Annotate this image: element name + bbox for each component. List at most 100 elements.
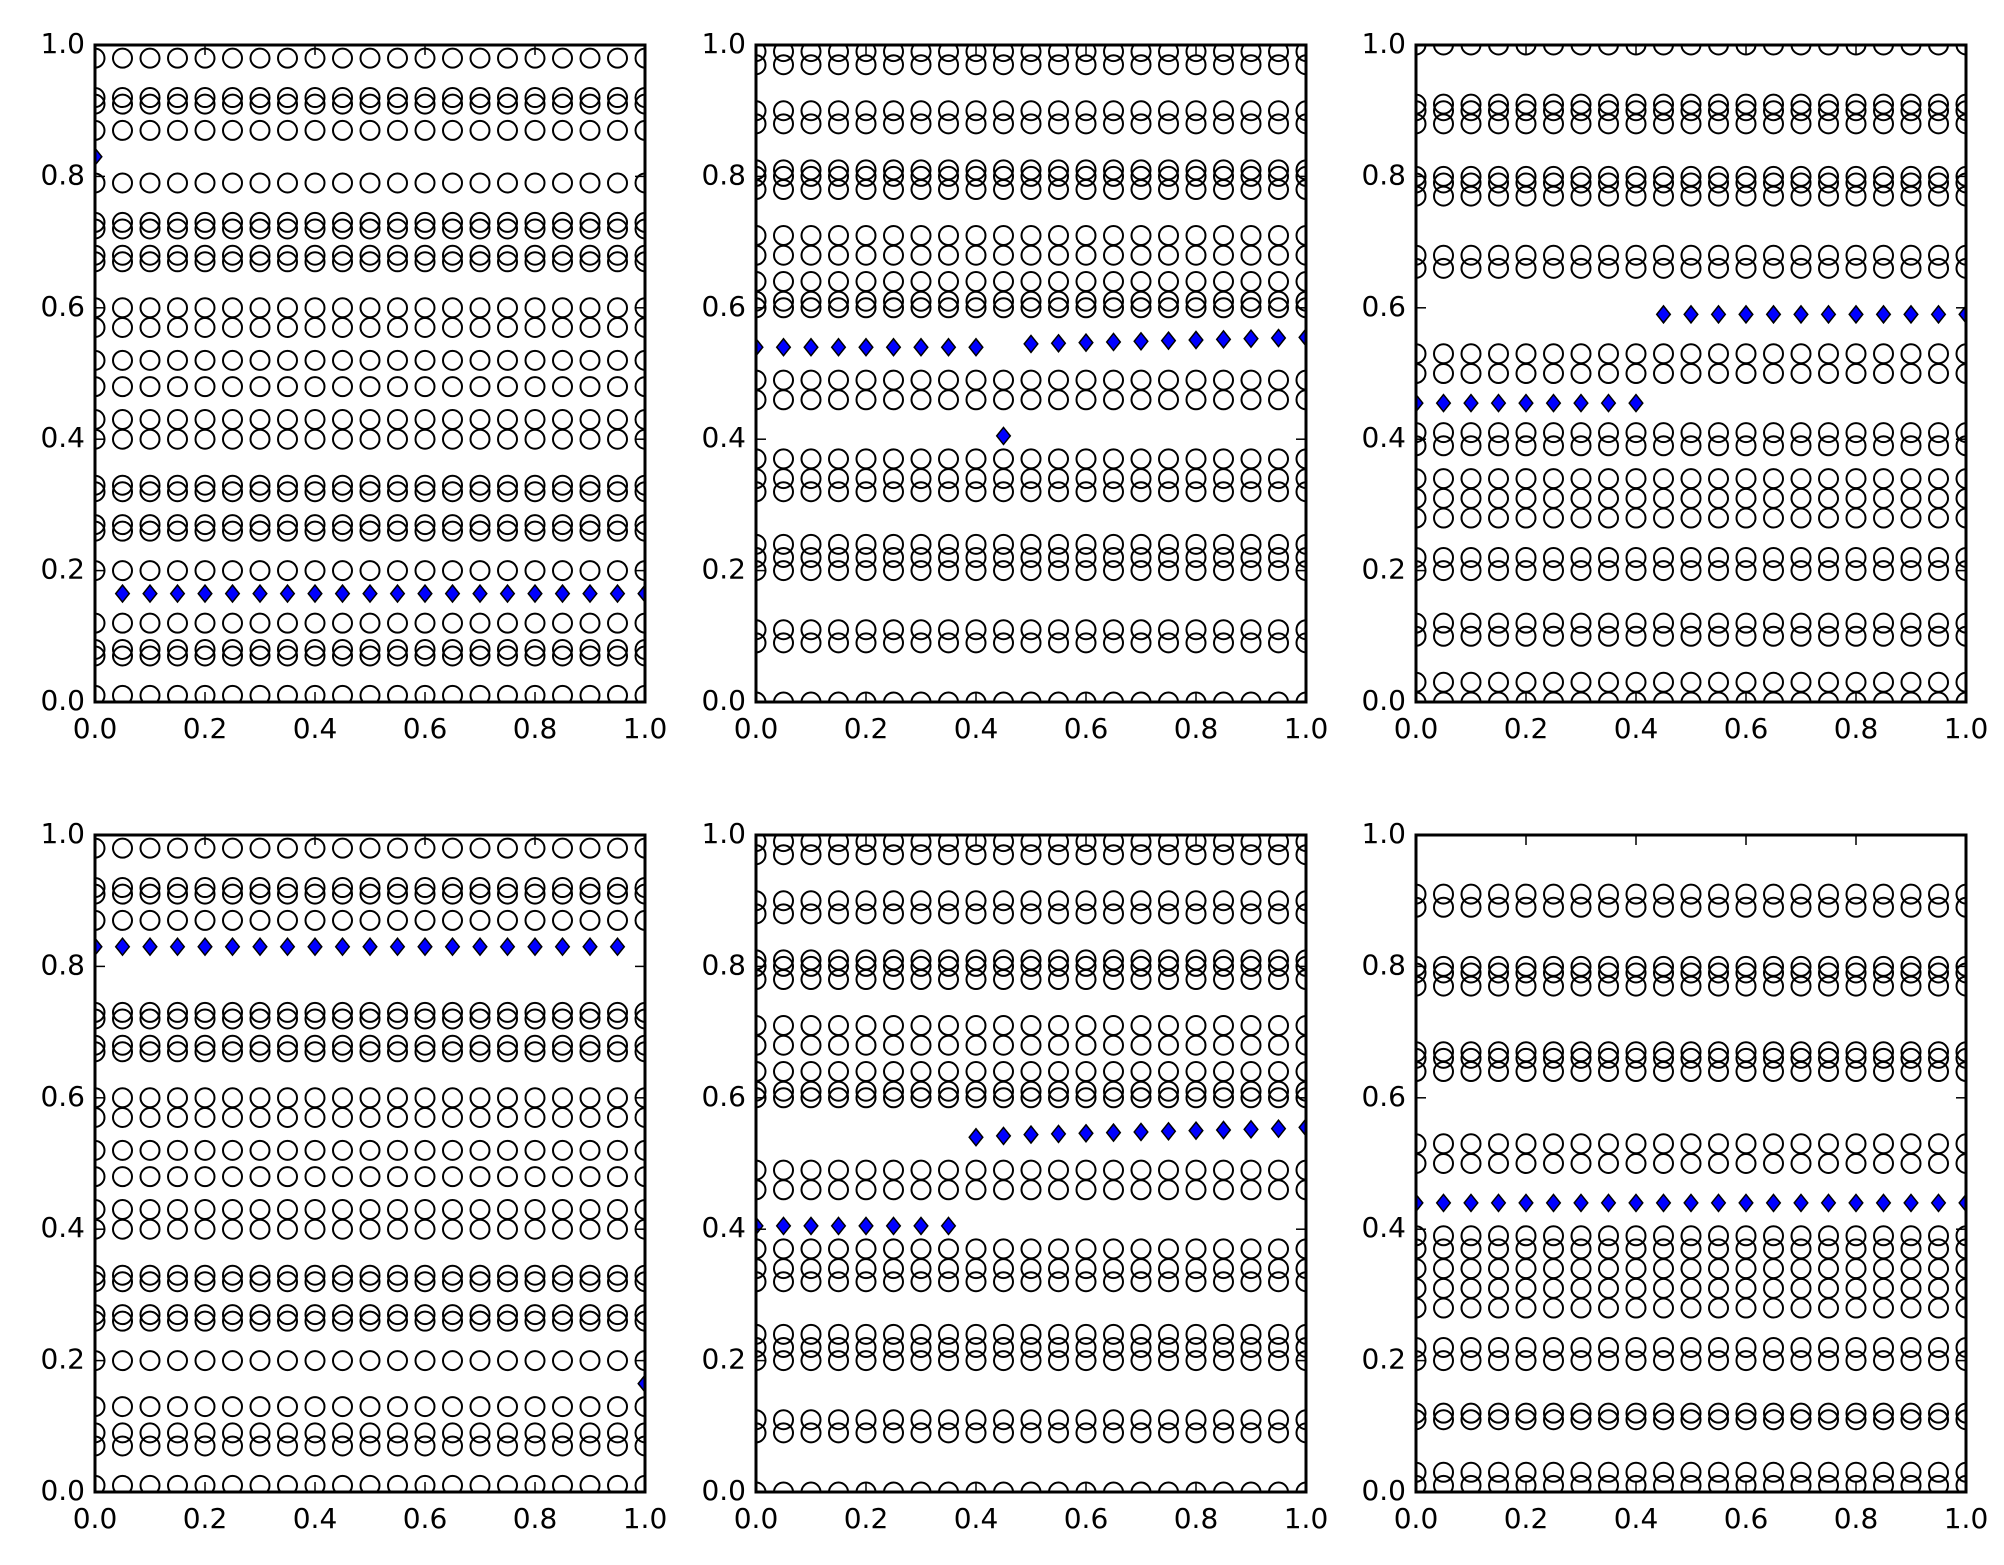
circle-marker: [1416, 1409, 1427, 1431]
circle-marker: [414, 1310, 436, 1332]
circle-marker: [387, 1396, 408, 1418]
circle-marker: [1955, 1277, 1966, 1299]
circle-marker: [304, 612, 326, 634]
circle-marker: [497, 638, 518, 660]
circle-marker: [524, 93, 546, 115]
circle-marker: [497, 1271, 518, 1293]
circle-marker: [607, 474, 628, 496]
circle-marker: [414, 1396, 436, 1418]
circle-marker: [965, 45, 987, 63]
circle-marker: [1818, 1277, 1839, 1299]
circle-marker: [1845, 1336, 1867, 1358]
circle-marker: [277, 645, 298, 667]
circle-marker: [442, 244, 463, 266]
circle-marker: [222, 645, 243, 667]
circle-marker: [1103, 244, 1124, 266]
circle-marker: [1928, 45, 1949, 56]
circle-marker: [1268, 448, 1289, 470]
circle-marker: [993, 619, 1014, 641]
circle-marker: [910, 1271, 932, 1293]
circle-marker: [993, 1336, 1014, 1358]
circle-marker: [773, 1323, 794, 1345]
circle-marker: [1515, 1350, 1537, 1372]
circle-marker: [1460, 257, 1482, 279]
circle-marker: [387, 1107, 408, 1129]
circle-marker: [883, 481, 904, 503]
circle-marker: [855, 890, 877, 912]
circle-marker: [304, 349, 326, 371]
circle-marker: [1900, 1061, 1922, 1083]
circle-marker: [1790, 172, 1812, 194]
circle-marker: [1130, 1336, 1152, 1358]
circle-marker: [773, 1271, 794, 1293]
circle-marker: [1103, 448, 1124, 470]
circle-marker: [469, 1107, 491, 1129]
circle-marker: [1075, 1409, 1097, 1431]
x-tick-label: 0.0: [1394, 1502, 1439, 1535]
circle-marker: [249, 244, 271, 266]
circle-marker: [1680, 691, 1702, 702]
circle-marker: [359, 474, 381, 496]
circle-marker: [359, 1034, 381, 1056]
circle-marker: [1653, 1153, 1674, 1174]
circle-marker: [387, 474, 408, 496]
circle-marker: [497, 1087, 518, 1109]
circle-marker: [1570, 1277, 1592, 1299]
circle-marker: [1790, 1061, 1812, 1083]
y-tick-label: 0.4: [701, 421, 746, 454]
circle-marker: [524, 408, 546, 430]
circle-marker: [1955, 1336, 1966, 1358]
circle-marker: [1680, 625, 1702, 647]
circle-marker: [1103, 1159, 1124, 1181]
circle-marker: [828, 1481, 849, 1492]
circle-marker: [883, 45, 904, 63]
circle-marker: [332, 1034, 353, 1056]
circle-marker: [1416, 883, 1427, 905]
circle-marker: [552, 1304, 573, 1326]
circle-marker: [277, 93, 298, 115]
circle-marker: [222, 1310, 243, 1332]
circle-marker: [828, 290, 849, 312]
circle-marker: [304, 1218, 326, 1240]
circle-marker: [1020, 533, 1042, 555]
circle-marker: [524, 1264, 546, 1286]
circle-marker: [1268, 290, 1289, 312]
circle-marker: [167, 560, 188, 582]
circle-marker: [938, 835, 959, 853]
circle-marker: [938, 45, 959, 63]
circle-marker: [1680, 975, 1702, 997]
circle-marker: [1845, 896, 1867, 918]
circle-marker: [579, 877, 601, 899]
circle-marker: [938, 560, 959, 582]
circle-marker: [855, 225, 877, 247]
circle-marker: [965, 903, 987, 925]
diamond-marker: [637, 1373, 645, 1394]
circle-marker: [855, 244, 877, 266]
circle-marker: [497, 1008, 518, 1030]
circle-marker: [1416, 363, 1427, 384]
circle-marker: [1268, 179, 1289, 201]
circle-marker: [277, 1304, 298, 1326]
circle-marker: [828, 468, 849, 490]
circle-marker: [304, 481, 326, 503]
circle-marker: [1158, 691, 1179, 702]
circle-marker: [800, 113, 822, 135]
circle-marker: [607, 349, 628, 371]
circle-marker: [112, 1264, 133, 1286]
circle-marker: [304, 1396, 326, 1418]
circle-marker: [524, 1041, 546, 1063]
circle-marker: [304, 1198, 326, 1220]
circle-marker: [1543, 1238, 1564, 1260]
circle-marker: [1048, 1061, 1069, 1083]
circle-marker: [222, 481, 243, 503]
circle-marker: [993, 165, 1014, 187]
circle-marker: [828, 1409, 849, 1431]
circle-marker: [1625, 113, 1647, 135]
circle-marker: [800, 389, 822, 411]
circle-marker: [993, 1087, 1014, 1109]
x-tick-label: 0.4: [1614, 712, 1659, 745]
circle-marker: [855, 290, 877, 312]
circle-marker: [332, 244, 353, 266]
circle-marker: [1598, 1297, 1619, 1319]
circle-marker: [1295, 271, 1306, 293]
